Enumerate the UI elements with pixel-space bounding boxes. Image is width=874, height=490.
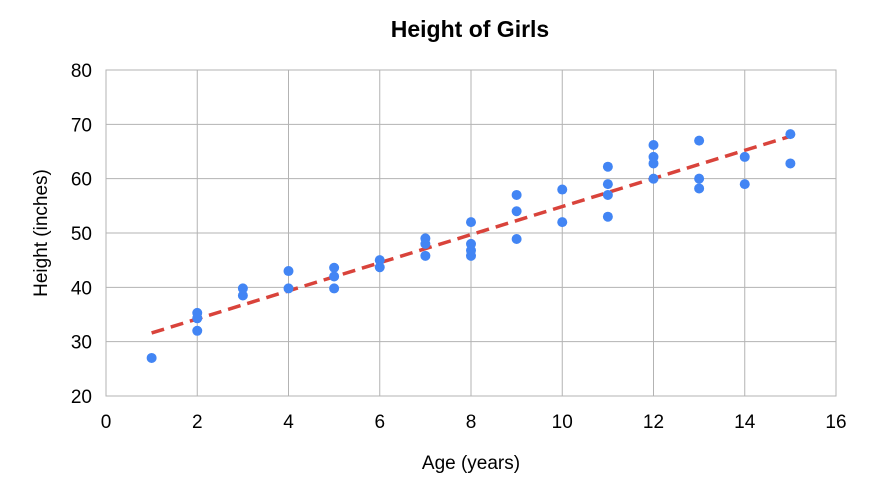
y-tick-label: 60: [71, 170, 92, 191]
data-point: [511, 206, 522, 217]
data-point: [511, 189, 522, 200]
data-point: [785, 158, 796, 169]
data-point: [329, 262, 340, 273]
data-point: [420, 250, 431, 261]
data-point: [283, 283, 294, 294]
data-point: [602, 161, 613, 172]
data-point: [785, 129, 796, 140]
y-tick-label: 40: [71, 278, 92, 299]
data-point: [237, 290, 248, 301]
x-tick-label: 14: [734, 412, 756, 433]
x-tick-label: 0: [101, 412, 112, 433]
chart-title: Height of Girls: [391, 16, 549, 42]
x-tick-label: 6: [374, 412, 385, 433]
scatter-points: [146, 129, 796, 363]
y-tick-labels: 20 30 40 50 60 70 80: [71, 61, 92, 408]
data-point: [739, 151, 750, 162]
gridlines: [105, 69, 837, 397]
x-tick-labels: 0 2 4 6 8 10 12 14 16: [101, 412, 847, 433]
data-point: [192, 325, 203, 336]
data-point: [237, 283, 248, 294]
x-tick-label: 4: [283, 412, 294, 433]
data-point: [557, 217, 568, 228]
data-point: [374, 255, 385, 266]
trendline-layer: [151, 134, 791, 335]
x-tick-label: 16: [825, 412, 846, 433]
data-point: [283, 266, 294, 277]
x-tick-label: 8: [466, 412, 477, 433]
y-tick-label: 80: [71, 61, 92, 82]
data-point: [329, 271, 340, 282]
data-point: [329, 283, 340, 294]
y-tick-label: 70: [71, 115, 92, 136]
data-point: [466, 217, 476, 228]
data-point: [374, 262, 385, 273]
y-tick-label: 30: [71, 333, 92, 354]
data-point: [602, 211, 613, 222]
data-point: [192, 313, 203, 324]
y-axis-title: Height (inches): [31, 169, 52, 297]
y-tick-label: 50: [71, 224, 92, 245]
data-point: [511, 233, 522, 244]
data-point: [466, 250, 476, 261]
trendline: [151, 134, 791, 335]
data-point: [694, 173, 705, 184]
data-point: [694, 183, 705, 194]
data-point: [602, 179, 613, 190]
data-point: [602, 189, 613, 200]
data-point: [739, 179, 750, 190]
x-tick-label: 12: [643, 412, 664, 433]
data-point: [648, 158, 659, 169]
x-tick-label: 10: [552, 412, 573, 433]
plot-area: [105, 69, 837, 397]
data-point: [648, 139, 659, 150]
data-point: [420, 238, 431, 249]
x-tick-label: 2: [192, 412, 203, 433]
data-point: [694, 135, 705, 146]
data-point: [557, 184, 568, 195]
data-point: [146, 352, 157, 363]
x-axis-title: Age (years): [422, 453, 520, 474]
data-point: [648, 173, 659, 184]
y-tick-label: 20: [71, 387, 92, 408]
